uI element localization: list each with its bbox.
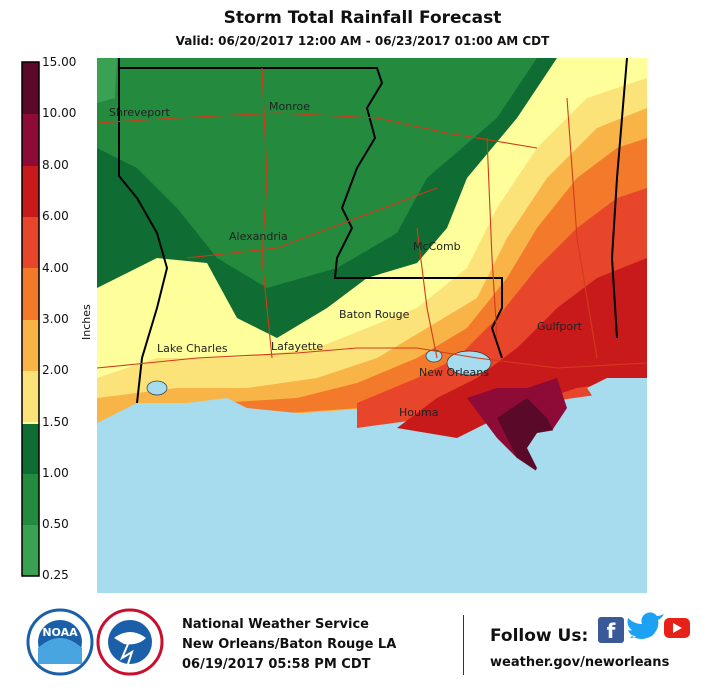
map-canvas: Shreveport Monroe Alexandria McComb Bato… [96,57,648,593]
legend-label-3: 3.00 [42,312,69,326]
city-shreveport: Shreveport [109,106,171,119]
legend-bin-4 [22,268,39,320]
legend-label-1-5: 1.50 [42,415,69,429]
legend-bin-2 [22,371,39,422]
legend-bin-8 [22,166,39,217]
facebook-icon[interactable]: f [598,617,624,643]
legend-label-6: 6.00 [42,209,69,223]
legend-label-2: 2.00 [42,363,69,377]
nws-logo-icon [96,608,164,676]
youtube-icon[interactable] [664,618,690,638]
footer-office: New Orleans/Baton Rouge LA [182,637,397,652]
city-alexandria: Alexandria [229,230,288,243]
legend-label-0-5: 0.50 [42,517,69,531]
city-houma: Houma [399,406,438,419]
svg-text:f: f [607,619,616,643]
twitter-icon[interactable] [627,612,665,639]
footer-issued-time: 06/19/2017 05:58 PM CDT [182,657,371,672]
footer-logos: NOAA f [26,608,690,676]
legend-label-1: 1.00 [42,466,69,480]
city-monroe: Monroe [269,100,310,113]
legend-bin-05 [22,474,39,525]
city-baton-rouge: Baton Rouge [339,308,410,321]
legend-bin-15 [22,62,39,114]
legend-colorbar [21,61,40,577]
city-mccomb: McComb [413,240,461,253]
legend-bin-6 [22,217,39,268]
legend-bin-1 [22,424,39,474]
valid-time-subtitle: Valid: 06/20/2017 12:00 AM - 06/23/2017 … [175,34,550,48]
rainfall-map: Shreveport Monroe Alexandria McComb Bato… [96,57,648,593]
noaa-logo-icon: NOAA [26,608,94,676]
legend-bin-025 [22,525,39,576]
website-link[interactable]: weather.gov/neworleans [490,655,670,670]
city-lake-charles: Lake Charles [157,342,228,355]
follow-us-label: Follow Us: [490,626,589,646]
footer: NOAA f [0,598,725,696]
footer-agency: National Weather Service [182,617,369,632]
city-lafayette: Lafayette [271,340,323,353]
lake-pontchartrain [446,350,492,376]
city-new-orleans: New Orleans [419,366,489,379]
city-gulfport: Gulfport [537,320,583,333]
noaa-logo-text: NOAA [42,626,78,639]
legend-label-8: 8.00 [42,158,69,172]
legend-label-0-25: 0.25 [42,568,69,582]
legend-label-15: 15.00 [42,55,77,69]
footer-divider [463,615,464,675]
legend-label-4: 4.00 [42,261,69,275]
legend-unit-label: Inches [80,304,93,340]
map-title: Storm Total Rainfall Forecast [223,8,502,28]
legend-bin-15lo [22,422,39,424]
legend-bin-3 [22,320,39,371]
legend-bin-10 [22,114,39,166]
rainfall-legend: 15.00 10.00 8.00 6.00 4.00 3.00 2.00 1.5… [0,0,95,600]
legend-label-10: 10.00 [42,106,77,120]
